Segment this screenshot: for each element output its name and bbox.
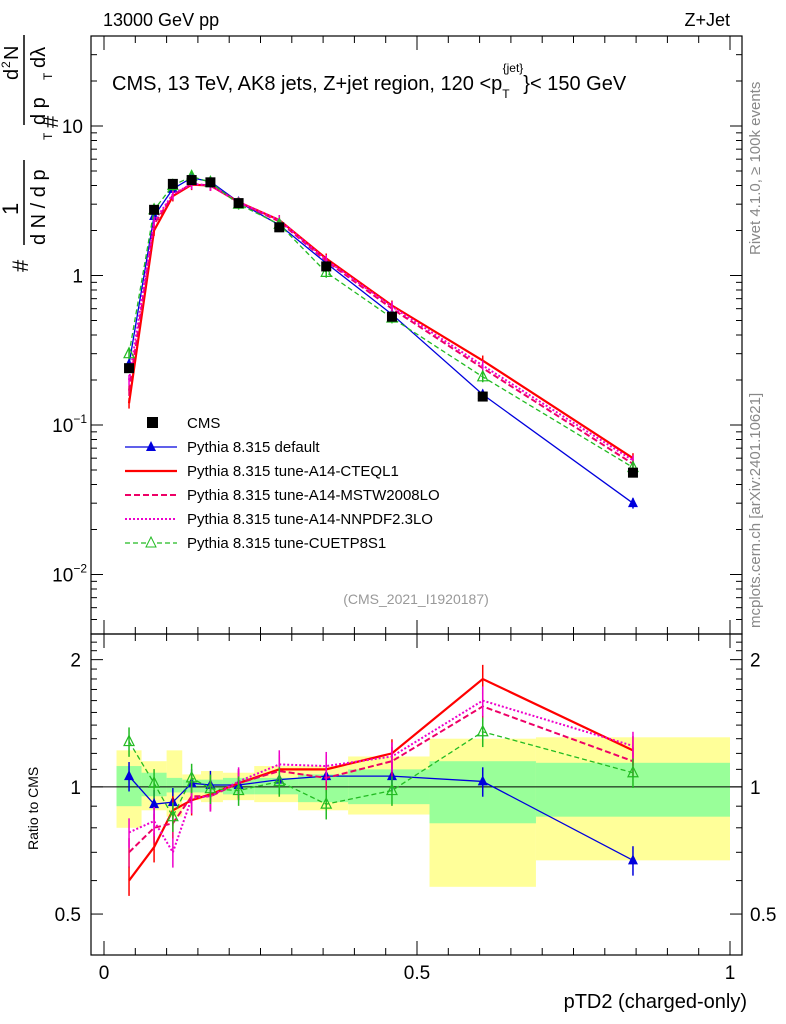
ratio-ytick-label-right: 1 bbox=[750, 778, 761, 799]
main-ytick-base: 10 bbox=[52, 566, 73, 587]
data-point bbox=[627, 467, 638, 478]
legend-label-nnpdf: Pythia 8.315 tune-A14-NNPDF2.3LO bbox=[187, 511, 433, 528]
data-point bbox=[386, 311, 397, 322]
ratio-marker-cuetp8s1 bbox=[273, 774, 286, 787]
plot-title-sub: T bbox=[502, 87, 510, 101]
ylabel-dpT: d p bbox=[28, 97, 50, 125]
legend-marker-cuetp8s1 bbox=[145, 535, 157, 548]
series-layer bbox=[123, 169, 639, 896]
ratio-marker-cuetp8s1 bbox=[123, 734, 136, 747]
mc-uncertainty-bands bbox=[116, 737, 730, 887]
ratio-marker-cuetp8s1 bbox=[204, 781, 217, 794]
ratio-marker-cuetp8s1 bbox=[320, 796, 333, 809]
legend-label-data: CMS bbox=[187, 415, 220, 432]
side-mcplots: mcplots.cern.ch [arXiv:2401.10621] bbox=[747, 393, 764, 628]
ratio-marker-cuetp8s1 bbox=[185, 770, 198, 783]
series-line-nnpdf bbox=[128, 182, 634, 462]
ratio-marker-cuetp8s1 bbox=[626, 765, 639, 778]
legend-marker-data bbox=[147, 417, 158, 428]
ratio-ylabel: Ratio to CMS bbox=[25, 767, 41, 850]
legend-item-default: Pythia 8.315 default bbox=[125, 439, 320, 456]
plot-title: CMS, 13 TeV, AK8 jets, Z+jet region, 120… bbox=[112, 61, 627, 101]
legend-item-mstw: Pythia 8.315 tune-A14-MSTW2008LO bbox=[125, 487, 440, 504]
xtick-label: 0 bbox=[99, 963, 110, 984]
legend-marker-default bbox=[146, 441, 156, 451]
ylabel-one: 1 bbox=[0, 203, 23, 215]
legend-item-data: CMS bbox=[147, 415, 220, 432]
ylabel-T2: T bbox=[41, 72, 55, 80]
ratio-marker-default bbox=[627, 854, 638, 865]
ratio-marker-cuetp8s1 bbox=[476, 724, 489, 737]
series-data bbox=[124, 175, 638, 478]
marker-cuetp8s1 bbox=[123, 346, 136, 359]
ratio-marker-default bbox=[149, 798, 160, 809]
xlabel: pTD2 (charged-only) bbox=[564, 991, 747, 1013]
data-point bbox=[274, 222, 285, 233]
main-ytick-label: 10 bbox=[62, 117, 83, 138]
legend-item-cteql1: Pythia 8.315 tune-A14-CTEQL1 bbox=[125, 463, 399, 480]
ratio-marker-default bbox=[477, 775, 488, 786]
legend-label-default: Pythia 8.315 default bbox=[187, 439, 320, 456]
data-point bbox=[149, 204, 160, 215]
ratio-marker-default bbox=[124, 770, 135, 781]
analysis-id: (CMS_2021_I1920187) bbox=[343, 591, 489, 607]
ratio-marker-cuetp8s1 bbox=[148, 775, 161, 788]
plot-title-tail: }< 150 GeV bbox=[523, 73, 627, 95]
ylabel-d2N-2: 2 bbox=[0, 61, 13, 68]
ylabel-hash2: # bbox=[38, 115, 63, 128]
plot-title-main: CMS, 13 TeV, AK8 jets, Z+jet region, 120… bbox=[112, 73, 502, 95]
data-point bbox=[477, 391, 488, 402]
ratio-marker-cuetp8s1 bbox=[232, 783, 245, 796]
ylabel-dN: d N / d p bbox=[28, 169, 50, 245]
ratio-ytick-label: 2 bbox=[70, 651, 81, 672]
ylabel-T: T bbox=[41, 132, 55, 140]
xtick-label: 0.5 bbox=[404, 963, 430, 984]
data-point bbox=[124, 363, 135, 374]
band-inner-2 bbox=[166, 777, 183, 793]
ratio-line-nnpdf bbox=[128, 699, 634, 855]
main-ytick-label: 10−1 bbox=[52, 412, 87, 437]
main-ylabel: # 1 d N / d p T # d 2 N d p T dλ bbox=[0, 35, 63, 272]
data-point bbox=[205, 177, 216, 188]
header-collision: 13000 GeV pp bbox=[103, 10, 219, 30]
legend-label-cteql1: Pythia 8.315 tune-A14-CTEQL1 bbox=[187, 463, 399, 480]
xtick-label: 1 bbox=[725, 963, 736, 984]
ylabel-dl: dλ bbox=[28, 47, 50, 68]
ratio-ytick-label-right: 2 bbox=[750, 651, 761, 672]
marker-default bbox=[627, 497, 638, 508]
legend-item-cuetp8s1: Pythia 8.315 tune-CUETP8S1 bbox=[125, 535, 386, 552]
ratio-ytick-label: 1 bbox=[70, 778, 81, 799]
legend: CMS Pythia 8.315 default Pythia 8.315 tune… bbox=[125, 415, 440, 552]
ratio-marker-cuetp8s1 bbox=[166, 809, 179, 822]
main-ytick-base: 10 bbox=[52, 416, 73, 437]
ratio-marker-cuetp8s1 bbox=[385, 783, 398, 796]
ratio-ytick-label-right: 0.5 bbox=[750, 905, 776, 926]
main-ytick-exp: −2 bbox=[73, 562, 87, 576]
main-ytick-label: 1 bbox=[72, 267, 83, 288]
main-ytick-exp: −1 bbox=[73, 412, 87, 426]
side-rivet: Rivet 4.1.0, ≥ 100k events bbox=[747, 82, 764, 255]
legend-label-mstw: Pythia 8.315 tune-A14-MSTW2008LO bbox=[187, 487, 440, 504]
series-nnpdf bbox=[128, 178, 634, 868]
legend-label-cuetp8s1: Pythia 8.315 tune-CUETP8S1 bbox=[187, 535, 386, 552]
header-process: Z+Jet bbox=[684, 10, 730, 30]
ylabel-d2N-N: N bbox=[1, 46, 23, 60]
ylabel-d2N-d: d bbox=[1, 69, 23, 80]
main-ytick-base: 1 bbox=[72, 267, 83, 288]
ratio-ytick-label: 0.5 bbox=[55, 905, 81, 926]
marker-cuetp8s1 bbox=[476, 369, 489, 382]
main-ytick-label: 10−2 bbox=[52, 562, 87, 587]
data-point bbox=[233, 198, 244, 209]
main-ytick-base: 10 bbox=[62, 117, 83, 138]
data-point bbox=[321, 261, 332, 272]
ylabel-hash: # bbox=[8, 259, 33, 272]
legend-item-nnpdf: Pythia 8.315 tune-A14-NNPDF2.3LO bbox=[125, 511, 433, 528]
data-point bbox=[186, 175, 197, 186]
plot-title-sup: {jet} bbox=[503, 61, 524, 75]
data-point bbox=[167, 178, 178, 189]
